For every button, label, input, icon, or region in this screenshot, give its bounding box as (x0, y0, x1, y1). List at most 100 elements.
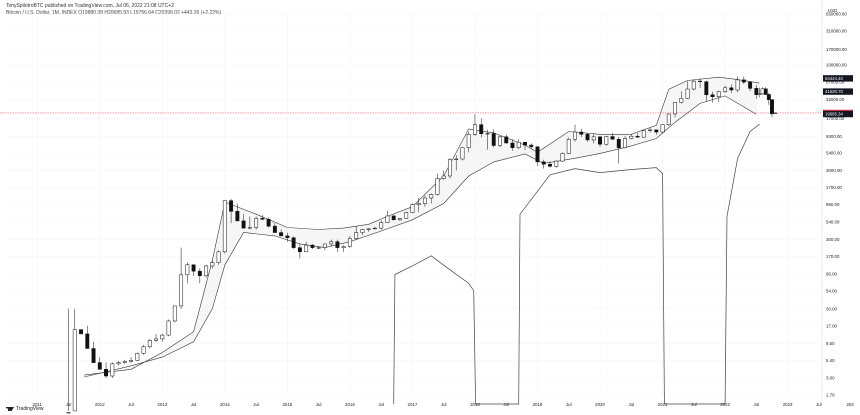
candle (498, 135, 502, 148)
candle (579, 128, 584, 138)
candle (654, 129, 659, 135)
candle (770, 99, 774, 118)
logo-text: TradingView (16, 406, 44, 412)
candle-body (147, 340, 152, 347)
chart-grid (6, 13, 822, 396)
candle-body (141, 346, 146, 354)
price-tick-label: 170.00 (826, 254, 840, 259)
candle (666, 113, 671, 127)
candle (372, 226, 377, 230)
candle-body (748, 81, 753, 89)
price-tick-label: 170000.00 (826, 47, 847, 52)
candle-body (254, 218, 259, 228)
time-tick-label: 2013 (157, 402, 167, 407)
time-tick-label: Jul (628, 402, 634, 407)
candle-body (485, 133, 490, 135)
time-tick-label: 202 (846, 402, 854, 407)
candle-body (616, 138, 621, 148)
candle-body (310, 244, 315, 248)
price-axis[interactable]: 550000.00 310000.00 170000.00 100000.00 5700… (826, 12, 847, 398)
candle-body (460, 147, 465, 160)
time-tick-label: 2014 (220, 402, 230, 407)
time-tick-label: 2021 (658, 402, 668, 407)
price-tick-label: 310000.00 (826, 29, 847, 34)
candle (210, 260, 215, 269)
candle (422, 195, 427, 207)
candle (291, 236, 296, 249)
price-tick-label: 5400.00 (826, 150, 842, 155)
currency-label: USD (828, 8, 837, 13)
candle-body (179, 274, 184, 307)
candle-body (698, 80, 703, 82)
candle-body (404, 212, 409, 219)
candle (491, 129, 496, 148)
candle (260, 215, 265, 220)
candle (441, 170, 446, 180)
candle-body (560, 153, 565, 162)
candle (235, 203, 240, 222)
candle (147, 338, 152, 349)
candle-body (116, 362, 121, 365)
candle (598, 135, 602, 147)
candle (160, 333, 165, 342)
candle (716, 90, 721, 103)
candle (110, 362, 115, 378)
candle-body (629, 135, 634, 139)
candle (435, 173, 440, 196)
candle-body (335, 241, 340, 248)
candle-body (129, 360, 134, 362)
candle (754, 84, 759, 99)
price-tick-label: 100000.00 (826, 63, 847, 68)
candle-body (773, 112, 778, 114)
candle-body (241, 220, 246, 229)
candle (763, 87, 768, 95)
time-tick-label: 2011 (33, 402, 43, 407)
candle-body (216, 251, 221, 263)
time-tick-label: Jul (754, 402, 760, 407)
candle-body (763, 88, 768, 95)
time-tick-label: Jul (441, 402, 447, 407)
candle (691, 79, 696, 91)
candle-body (385, 215, 390, 223)
candle (122, 359, 127, 364)
symbol-line: Bitcoin / U.S. Dollar, 1M, INDEX O19880.… (6, 10, 221, 17)
candle (723, 85, 728, 94)
time-axis[interactable]: 2011 Jul 2012 Jul 2013 Jul 2014 Jul 2015 Jul 2016 J… (33, 402, 855, 407)
symbol-name[interactable]: Bitcoin / U.S. Dollar, 1M, INDEX (6, 10, 77, 16)
candle (204, 264, 209, 278)
candle (166, 319, 171, 337)
candle-body (122, 361, 127, 363)
candle-body (104, 369, 108, 377)
candle-body (641, 130, 646, 138)
candle (79, 329, 83, 335)
price-tag (823, 110, 853, 118)
candle (341, 245, 346, 252)
candle-body (429, 194, 434, 199)
candle-body (679, 98, 684, 103)
candle (385, 210, 390, 224)
candle (379, 220, 384, 230)
candle-body (757, 93, 762, 95)
tradingview-logo[interactable]: TradingView (6, 406, 44, 412)
lower-band-line (84, 95, 757, 378)
candle-body (97, 362, 102, 370)
publish-info: TonySpilotroBTC published on TradingView… (6, 3, 221, 10)
time-tick-label: 2012 (95, 402, 105, 407)
time-tick-label: Jul (128, 402, 134, 407)
candle-body (654, 129, 659, 133)
candle-body (523, 141, 527, 146)
candle (329, 239, 334, 247)
candle-body (723, 87, 728, 92)
candle-body (304, 244, 309, 253)
author-name[interactable]: TonySpilotroBTC (6, 3, 44, 9)
price-tick-label: 3.00 (826, 375, 835, 380)
price-tag-label: 19665.34 (825, 112, 844, 117)
candle (485, 129, 490, 150)
candle-body (285, 235, 290, 238)
candle (197, 268, 202, 284)
time-tick-label: Jul (66, 402, 72, 407)
candle (479, 118, 484, 138)
time-tick-label: Jul (316, 402, 322, 407)
candle-body (741, 79, 746, 83)
